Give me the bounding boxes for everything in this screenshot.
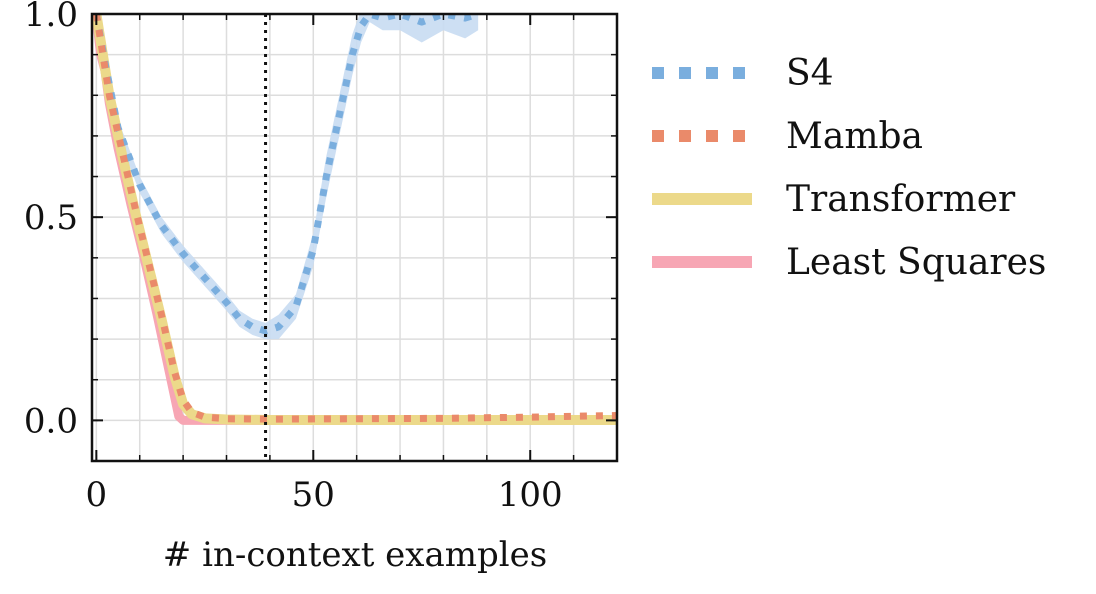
legend-label-mamba: Mamba (786, 116, 923, 157)
y-tick-label: 0.5 (24, 198, 78, 238)
x-axis-label: # in-context examples (163, 535, 547, 575)
x-tick-label: 0 (86, 475, 108, 515)
confidence-bands (96, 14, 479, 340)
y-tick-label: 0.0 (24, 401, 78, 441)
legend-label-s4: S4 (786, 53, 834, 94)
y-tick-label: 1.0 (24, 0, 78, 35)
x-tick-label: 100 (498, 475, 563, 515)
series-mamba (92, 14, 617, 423)
series-lines (92, 14, 617, 425)
tick-labels: 0 50 100 0.0 0.5 1.0 (24, 0, 563, 515)
band-s4 (96, 14, 479, 340)
legend: S4 Mamba Transformer Least Squares (652, 53, 1046, 283)
x-tick-label: 50 (292, 475, 335, 515)
axis-ticks (92, 13, 618, 462)
legend-label-transformer: Transformer (786, 179, 1016, 220)
legend-label-least-squares: Least Squares (786, 242, 1046, 283)
plot-frame (90, 12, 619, 463)
